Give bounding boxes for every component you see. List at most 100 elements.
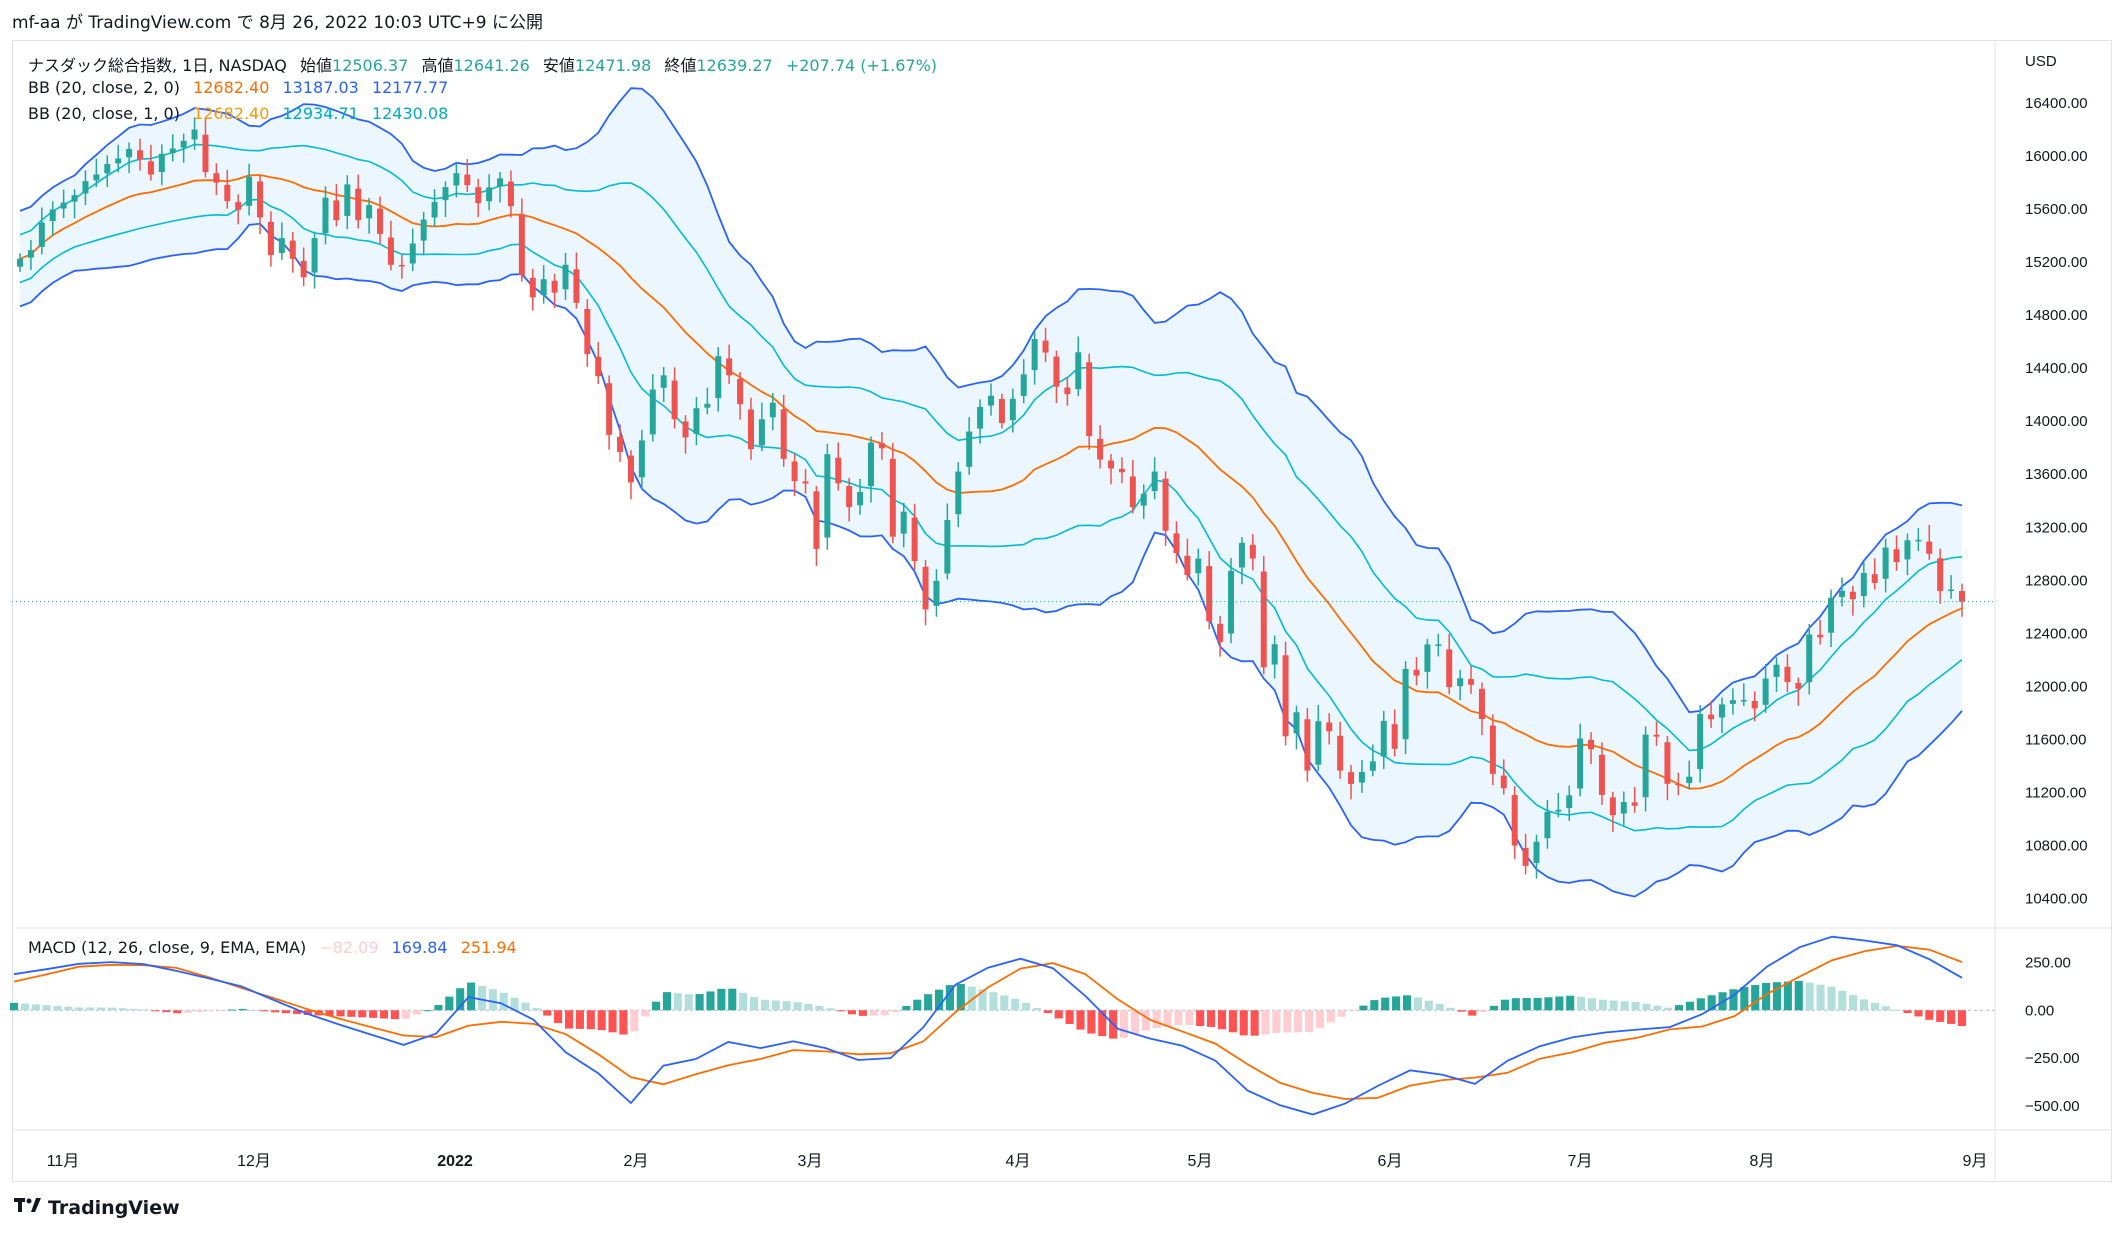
macd-histogram-bar xyxy=(412,1010,421,1015)
time-tick-label: 3月 xyxy=(798,1153,823,1170)
candle-body xyxy=(1020,374,1027,396)
candle-body xyxy=(1642,734,1649,798)
macd-histogram-bar xyxy=(630,1010,639,1032)
macd-histogram-bar xyxy=(1947,1010,1956,1024)
macd-histogram-bar xyxy=(31,1004,40,1011)
candle-body xyxy=(1795,682,1802,689)
price-tick-label: 10800.00 xyxy=(2025,837,2088,854)
macd-histogram-bar xyxy=(467,982,476,1011)
macd-histogram-bar xyxy=(1174,1010,1183,1026)
macd-histogram-bar xyxy=(205,1010,214,1012)
tradingview-logo-icon xyxy=(14,1196,42,1219)
candle-body xyxy=(1337,735,1344,771)
macd-histogram-bar xyxy=(1294,1010,1303,1033)
candle-body xyxy=(27,250,34,258)
candle-body xyxy=(507,181,514,207)
macd-histogram-bar xyxy=(488,989,497,1011)
candle-body xyxy=(333,200,340,221)
macd-histogram-bar xyxy=(782,1001,791,1011)
macd-histogram-bar xyxy=(1566,995,1575,1011)
macd-histogram-bar xyxy=(1653,1005,1662,1011)
candle-body xyxy=(202,134,209,172)
candle-body xyxy=(1620,801,1627,814)
candle-body xyxy=(377,208,384,234)
macd-histogram-bar xyxy=(140,1009,149,1011)
macd-histogram-bar xyxy=(75,1007,84,1011)
candle-body xyxy=(1435,644,1442,646)
time-tick-label: 4月 xyxy=(1006,1153,1031,1170)
macd-histogram-bar xyxy=(1794,980,1803,1011)
macd-histogram-bar xyxy=(1838,990,1847,1011)
macd-histogram-bar xyxy=(1577,996,1586,1011)
macd-histogram-bar xyxy=(1479,1010,1488,1012)
candle-body xyxy=(726,358,733,376)
bb2-upper-line xyxy=(19,87,1963,714)
candle-body xyxy=(1838,590,1845,597)
candle-body xyxy=(1686,776,1693,784)
candle-body xyxy=(267,221,274,255)
macd-histogram-bar xyxy=(1272,1010,1281,1034)
candle-body xyxy=(1195,558,1202,574)
candle-body xyxy=(1893,549,1900,563)
candle-body xyxy=(1489,725,1496,774)
candle-body xyxy=(1468,679,1475,685)
macd-histogram-bar xyxy=(1859,999,1869,1011)
macd-histogram-bar xyxy=(1359,1005,1368,1011)
macd-histogram-bar xyxy=(97,1007,106,1011)
bb2-lower: 12177.77 xyxy=(371,78,449,97)
macd-histogram-bar xyxy=(728,988,737,1011)
footer-brand[interactable]: TradingView xyxy=(14,1196,180,1219)
price-tick-label: 12000.00 xyxy=(2025,678,2088,695)
candle-body xyxy=(573,269,580,303)
symbol-legend: ナスダック総合指数, 1日, NASDAQ 始値12506.37 高値12641… xyxy=(28,52,945,76)
macd-histogram-bar xyxy=(771,1000,780,1011)
close-label: 終値 xyxy=(664,56,697,75)
macd-histogram-bar xyxy=(510,997,519,1011)
candle-body xyxy=(246,176,253,206)
candle-body xyxy=(1260,571,1267,668)
candle-body xyxy=(322,197,329,234)
candle-body xyxy=(1817,634,1824,638)
bb2-lower-line xyxy=(19,222,1963,898)
candle-body xyxy=(1402,668,1409,740)
candle-body xyxy=(1915,539,1922,542)
macd-histogram-bar xyxy=(271,1010,280,1013)
macd-histogram-bar xyxy=(1185,1010,1194,1026)
macd-histogram-bar xyxy=(53,1005,62,1011)
macd-histogram-bar xyxy=(837,1010,846,1012)
candle-body xyxy=(16,258,24,267)
macd-histogram-bar xyxy=(118,1008,127,1011)
macd-histogram-bar xyxy=(336,1010,345,1017)
currency-label: USD xyxy=(2025,53,2057,70)
macd-histogram-bar xyxy=(662,992,672,1011)
candle-body xyxy=(1249,544,1256,559)
candle-body xyxy=(180,140,187,148)
candle-body xyxy=(311,238,318,273)
candle-body xyxy=(1740,700,1747,702)
candle-body xyxy=(1882,547,1889,579)
open-label: 始値 xyxy=(300,56,333,75)
macd-histogram-bar xyxy=(162,1010,171,1013)
macd-histogram-bar xyxy=(956,984,965,1011)
macd-histogram-bar xyxy=(1402,995,1412,1011)
macd-histogram-bar xyxy=(749,997,759,1011)
macd-histogram-bar xyxy=(1032,1008,1042,1011)
candle-body xyxy=(835,457,842,484)
candle-body xyxy=(1064,387,1071,395)
macd-histogram-bar xyxy=(1261,1010,1270,1035)
time-tick-label: 11月 xyxy=(47,1153,80,1170)
candle-body xyxy=(1697,714,1704,770)
candle-body xyxy=(1806,634,1813,683)
price-tick-label: 11600.00 xyxy=(2025,731,2086,748)
macd-histogram-bar xyxy=(227,1009,236,1011)
macd-histogram-bar xyxy=(924,994,933,1011)
candle-body xyxy=(1097,438,1104,460)
candle-body xyxy=(1217,623,1224,643)
candle-body xyxy=(944,519,951,574)
macd-histogram-bar xyxy=(1805,982,1814,1011)
macd-histogram-bar xyxy=(1207,1010,1216,1027)
macd-histogram-bar xyxy=(1500,999,1509,1011)
candle-body xyxy=(1391,724,1398,749)
candle-body xyxy=(540,279,547,296)
